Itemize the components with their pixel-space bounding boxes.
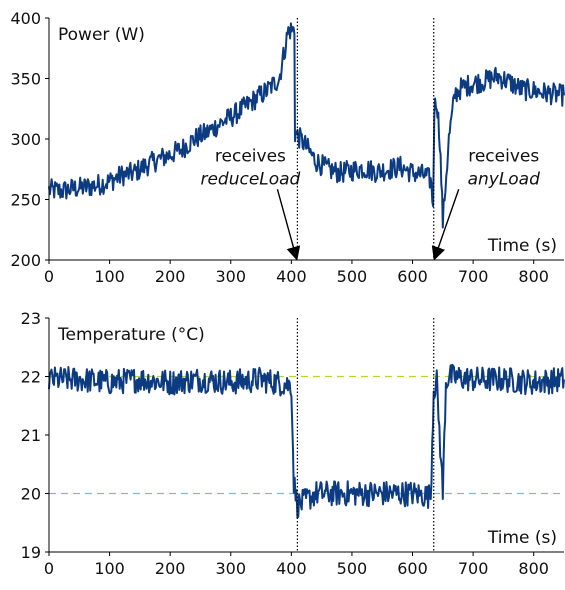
y-tick-label: 350	[10, 70, 41, 89]
x-tick-label: 500	[337, 267, 368, 286]
x-tick-label: 100	[94, 267, 125, 286]
x-tick-label: 0	[44, 559, 54, 578]
annotation-text: reduceLoad	[200, 169, 300, 189]
panel-2: 19 20 21 22 23 0 100 200 300 400 500 600 700 800 Tempe…	[21, 309, 565, 578]
y-tick-label: 20	[21, 485, 41, 504]
annotation-text: anyLoad	[468, 169, 541, 189]
x-tick-label: 200	[155, 267, 186, 286]
x-axis-label: Time (s)	[487, 236, 557, 256]
y-tick-label: 22	[21, 368, 41, 387]
y-axis-label: Temperature (°C)	[57, 325, 205, 345]
x-axis-label: Time (s)	[487, 528, 557, 548]
y-tick-label: 23	[21, 309, 41, 328]
y-tick-label: 200	[10, 251, 41, 270]
annotation-arrow	[431, 189, 460, 261]
x-tick-label: 600	[397, 267, 428, 286]
x-tick-label: 300	[215, 559, 246, 578]
annotation-text: receives	[468, 146, 539, 166]
x-tick-label: 700	[458, 559, 489, 578]
y-tick-label: 400	[10, 9, 41, 28]
annotation-text: receives	[215, 146, 286, 166]
x-tick-label: 700	[458, 267, 489, 286]
y-tick-label: 21	[21, 426, 41, 445]
annotation-arrow	[276, 189, 301, 261]
series-line	[48, 363, 565, 519]
x-tick-label: 500	[337, 559, 368, 578]
y-tick-label: 300	[10, 130, 41, 149]
x-tick-label: 100	[94, 559, 125, 578]
x-tick-label: 800	[518, 267, 549, 286]
x-tick-label: 800	[518, 559, 549, 578]
x-tick-label: 300	[215, 267, 246, 286]
x-tick-label: 0	[44, 267, 54, 286]
series-line	[48, 22, 565, 229]
x-tick-label: 200	[155, 559, 186, 578]
x-tick-label: 400	[276, 559, 307, 578]
y-axis-label: Power (W)	[58, 25, 145, 45]
panel-1: 200 250 300 350 400 0 100 200 300 400 500 600 700 800…	[10, 9, 565, 286]
y-tick-label: 19	[21, 543, 41, 562]
x-tick-label: 600	[397, 559, 428, 578]
x-tick-label: 400	[276, 267, 307, 286]
y-tick-label: 250	[10, 191, 41, 210]
